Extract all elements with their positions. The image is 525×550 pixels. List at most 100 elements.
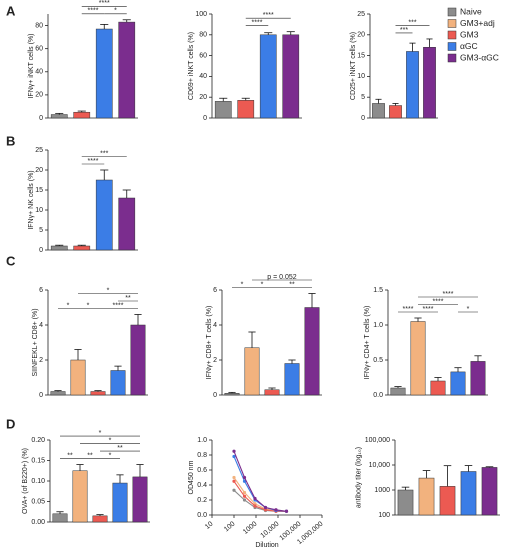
series-point: [242, 498, 247, 502]
series-point: [253, 496, 257, 501]
significance-label: p = 0.052: [267, 274, 296, 281]
bar: [72, 470, 88, 523]
series-point: [242, 494, 247, 498]
legend-swatch: [447, 42, 457, 51]
bar: [92, 515, 108, 523]
panel-letter: B: [6, 133, 15, 148]
series-point: [242, 475, 247, 480]
significance-label: *: [241, 281, 244, 288]
y-tick-label: 20: [199, 94, 207, 101]
bar: [470, 361, 486, 396]
series-point: [232, 454, 236, 459]
series-point: [253, 504, 257, 508]
bar: [397, 489, 414, 516]
y-tick-label: 0: [39, 115, 43, 122]
y-tick-label: 0.05: [31, 498, 45, 505]
y-tick-label: 80: [199, 32, 207, 39]
y-tick-label: 40: [199, 73, 207, 80]
x-tick-label: 1000: [242, 521, 259, 536]
bar: [481, 467, 498, 516]
y-tick-label: 0.20: [31, 437, 45, 444]
y-tick-label: 0.5: [373, 357, 383, 364]
y-axis-label: IFNγ+ CD8+ T cells (%): [206, 306, 213, 380]
significance-label: ****: [99, 0, 110, 7]
x-tick-label: 100: [223, 521, 237, 534]
y-axis-label: IFNγ+ NK cells (%): [28, 170, 35, 229]
series-line: [233, 451, 287, 512]
bar: [390, 387, 406, 396]
significance-label: **: [87, 452, 93, 459]
y-tick-label: 80: [35, 22, 43, 29]
legend-label: αGC: [460, 41, 478, 51]
series-point: [232, 449, 236, 453]
y-tick-label: 0.0: [373, 392, 383, 399]
y-tick-label: 1.0: [197, 437, 207, 444]
y-tick-label: 40: [35, 69, 43, 76]
bar: [50, 391, 66, 396]
y-tick-label: 6: [39, 287, 43, 294]
bar: [430, 380, 446, 396]
bar: [95, 28, 113, 119]
bar: [112, 482, 128, 523]
y-tick-label: 60: [199, 52, 207, 59]
bar: [423, 47, 436, 119]
bar: [284, 363, 300, 396]
y-tick-label: 2: [213, 357, 217, 364]
y-tick-label: 10: [35, 207, 43, 214]
series-point: [274, 508, 278, 512]
bar: [418, 477, 435, 516]
significance-label: **: [125, 295, 131, 302]
significance-label: ****: [443, 291, 454, 298]
bar: [130, 324, 146, 396]
series-point: [232, 475, 236, 480]
significance-label: *: [67, 302, 70, 309]
bar: [50, 245, 68, 251]
y-axis-label: OD450 nm: [188, 460, 195, 494]
significance-label: *: [99, 430, 102, 437]
y-tick-label: 25: [357, 11, 365, 18]
x-tick-label: 10: [204, 521, 215, 531]
significance-label: ****: [88, 8, 99, 15]
significance-label: ***: [100, 150, 108, 157]
y-tick-label: 0.10: [31, 478, 45, 485]
y-tick-label: 0.2: [197, 497, 207, 504]
legend-swatch: [447, 30, 457, 40]
y-tick-label: 1000: [374, 487, 390, 494]
y-axis-label: IFNγ+ CD4+ T cells (%): [364, 306, 371, 380]
significance-label: ***: [408, 19, 416, 26]
bar: [70, 359, 86, 396]
y-tick-label: 20: [357, 32, 365, 39]
bar: [450, 371, 466, 396]
panel-letter: A: [6, 3, 16, 18]
series-line: [233, 480, 287, 512]
significance-label: ****: [252, 20, 263, 27]
bar: [372, 103, 385, 119]
y-tick-label: 0.6: [197, 467, 207, 474]
bar: [214, 101, 232, 119]
bar: [110, 370, 126, 396]
y-tick-label: 0: [39, 392, 43, 399]
significance-label: ****: [263, 12, 274, 19]
y-axis-label: CD25+ iNKT cells (%): [350, 32, 357, 100]
significance-label: *: [109, 437, 112, 444]
bar: [264, 389, 280, 396]
y-tick-label: 0: [203, 115, 207, 122]
y-tick-label: 1.0: [373, 322, 383, 329]
significance-label: *: [109, 452, 112, 459]
bar: [224, 393, 240, 396]
y-axis-label: SIINFEKL+ CD8+ (%): [32, 308, 39, 376]
legend-label: GM3: [460, 29, 479, 39]
series-point: [242, 479, 247, 483]
bar: [410, 321, 426, 396]
significance-label: *: [87, 302, 90, 309]
significance-label: ****: [433, 298, 444, 305]
series-point: [263, 508, 268, 512]
y-tick-label: 4: [213, 322, 217, 329]
panel-letter: D: [6, 416, 15, 431]
significance-label: *: [114, 8, 117, 15]
y-tick-label: 0.4: [197, 482, 207, 489]
y-axis-label: IFNγ+ iNKT cells (%): [28, 33, 35, 98]
bar: [304, 307, 320, 396]
y-tick-label: 10,000: [369, 462, 391, 469]
